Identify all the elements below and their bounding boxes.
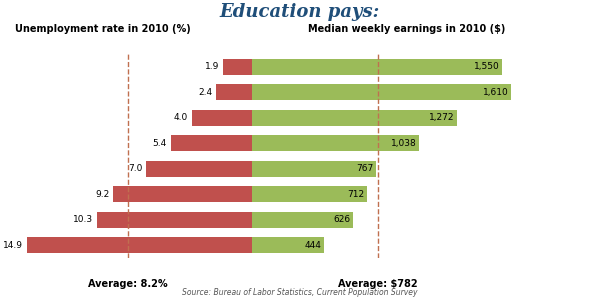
Text: Unemployment rate in 2010 (%): Unemployment rate in 2010 (%) — [15, 25, 190, 34]
Bar — [252, 212, 353, 228]
Bar — [252, 135, 419, 151]
Bar — [252, 110, 457, 126]
Text: 5.4: 5.4 — [152, 139, 167, 148]
Bar — [27, 237, 252, 253]
Text: 1,038: 1,038 — [391, 139, 417, 148]
Text: 712: 712 — [347, 190, 364, 199]
Text: 1,550: 1,550 — [473, 62, 499, 71]
Bar — [252, 237, 323, 253]
Text: Median weekly earnings in 2010 ($): Median weekly earnings in 2010 ($) — [308, 25, 506, 34]
Text: 2.4: 2.4 — [198, 88, 212, 97]
Bar — [146, 161, 252, 177]
Bar — [191, 110, 252, 126]
Text: Average: $782: Average: $782 — [338, 279, 418, 289]
Text: 767: 767 — [356, 164, 373, 173]
Text: 10.3: 10.3 — [73, 215, 93, 224]
Bar — [252, 161, 376, 177]
Text: 14.9: 14.9 — [4, 241, 23, 250]
Text: 1,610: 1,610 — [483, 88, 509, 97]
Bar — [252, 186, 367, 202]
Bar — [223, 59, 252, 75]
Bar — [97, 212, 252, 228]
Bar — [252, 84, 511, 100]
Bar — [113, 186, 252, 202]
Text: 1,272: 1,272 — [429, 113, 455, 122]
Text: 4.0: 4.0 — [173, 113, 188, 122]
Text: Average: 8.2%: Average: 8.2% — [88, 279, 168, 289]
Text: 444: 444 — [304, 241, 321, 250]
Bar — [170, 135, 252, 151]
Text: Education pays:: Education pays: — [220, 3, 380, 21]
Text: Source: Bureau of Labor Statistics, Current Population Survey: Source: Bureau of Labor Statistics, Curr… — [182, 288, 418, 297]
Bar — [252, 59, 502, 75]
Text: 1.9: 1.9 — [205, 62, 220, 71]
Bar — [216, 84, 252, 100]
Text: 9.2: 9.2 — [95, 190, 109, 199]
Text: 7.0: 7.0 — [128, 164, 143, 173]
Text: 626: 626 — [334, 215, 350, 224]
